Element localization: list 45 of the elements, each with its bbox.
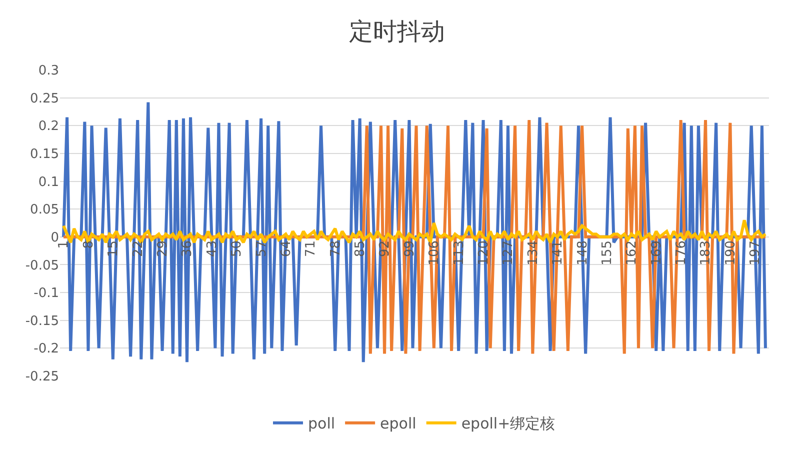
y-tick-label: -0.15 bbox=[25, 314, 59, 329]
y-tick-label: 0.1 bbox=[38, 174, 59, 190]
x-tick-label: 1 bbox=[56, 240, 72, 249]
x-tick-label: 50 bbox=[230, 240, 245, 258]
x-tick-label: 43 bbox=[204, 240, 220, 258]
y-tick-label: 0.15 bbox=[30, 147, 59, 162]
y-tick-label: 0.25 bbox=[30, 91, 59, 106]
x-tick-label: 183 bbox=[698, 240, 714, 266]
x-tick-label: 134 bbox=[526, 240, 541, 266]
x-tick-label: 113 bbox=[452, 240, 467, 266]
y-tick-label: -0.05 bbox=[25, 258, 59, 274]
x-tick-label: 127 bbox=[501, 240, 516, 266]
x-tick-label: 15 bbox=[106, 240, 122, 258]
x-tick-label: 57 bbox=[254, 240, 270, 258]
x-tick-label: 22 bbox=[130, 240, 146, 258]
legend-label: epoll bbox=[380, 414, 416, 433]
y-tick-label: -0.1 bbox=[34, 286, 59, 302]
y-tick-label: 0.2 bbox=[38, 119, 59, 134]
y-tick-label: 0.05 bbox=[30, 202, 59, 218]
x-tick-label: 8 bbox=[81, 240, 96, 249]
x-tick-label: 99 bbox=[402, 240, 418, 258]
x-tick-label: 176 bbox=[674, 240, 690, 266]
y-tick-label: 0 bbox=[50, 230, 59, 246]
x-tick-label: 29 bbox=[156, 240, 171, 258]
x-tick-label: 169 bbox=[649, 240, 664, 266]
y-tick-label: -0.25 bbox=[25, 370, 59, 385]
x-tick-label: 106 bbox=[427, 240, 442, 266]
x-tick-label: 190 bbox=[723, 240, 738, 266]
x-tick-label: 162 bbox=[624, 240, 640, 266]
x-tick-label: 155 bbox=[600, 240, 615, 266]
x-tick-label: 120 bbox=[476, 240, 492, 266]
y-tick-label: 0.3 bbox=[38, 64, 59, 79]
x-tick-label: 64 bbox=[278, 240, 294, 258]
x-tick-label: 36 bbox=[180, 240, 196, 258]
chart-title: 定时抖动 bbox=[349, 17, 445, 46]
legend-label: epoll+绑定核 bbox=[461, 414, 556, 433]
x-tick-label: 197 bbox=[748, 240, 764, 266]
x-tick-label: 148 bbox=[575, 240, 590, 266]
x-tick-label: 71 bbox=[304, 240, 319, 258]
y-tick-label: -0.2 bbox=[34, 342, 59, 357]
x-tick-label: 78 bbox=[328, 240, 344, 258]
legend-label: poll bbox=[308, 414, 336, 433]
x-tick-label: 141 bbox=[550, 240, 566, 266]
x-tick-label: 85 bbox=[353, 240, 368, 258]
x-tick-label: 92 bbox=[378, 240, 393, 258]
